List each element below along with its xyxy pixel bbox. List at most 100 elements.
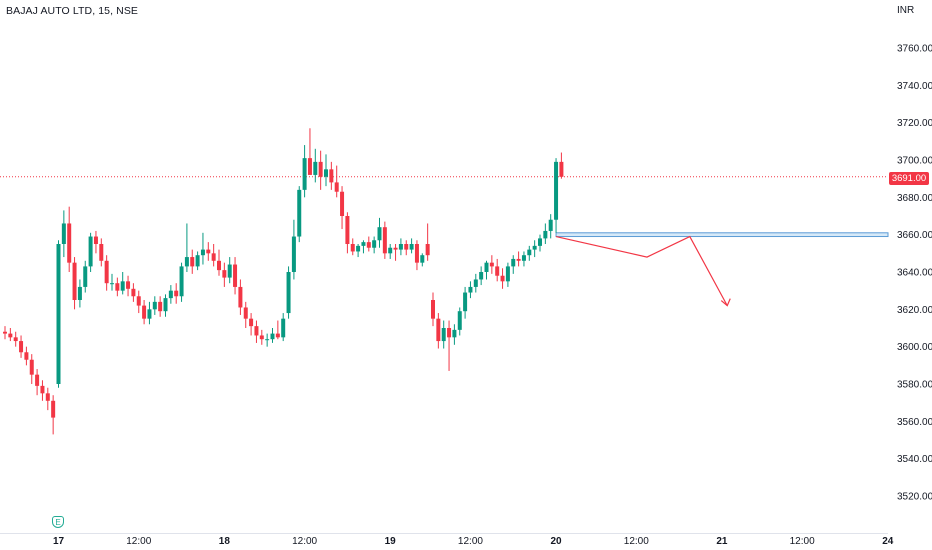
candle-body <box>29 359 34 375</box>
candle-body <box>356 245 361 252</box>
x-tick-label: 17 <box>53 536 65 547</box>
candle-body <box>40 385 45 394</box>
candle-body <box>83 266 88 287</box>
candle-body <box>548 219 553 231</box>
candle-body <box>104 260 109 284</box>
candle-body <box>195 255 200 267</box>
candle-body <box>56 244 61 384</box>
candle-body <box>211 253 216 261</box>
candle-body <box>158 301 163 312</box>
time-axis[interactable]: 17 12:00 18 12:00 19 12:00 20 12:00 21 12:00 24 <box>53 536 894 547</box>
candle-body <box>19 341 24 353</box>
candle-body <box>505 266 510 282</box>
candle-body <box>511 258 516 267</box>
candles <box>3 128 564 435</box>
candle-body <box>559 161 564 177</box>
candle-body <box>313 161 318 175</box>
candle-body <box>77 286 82 300</box>
candle-body <box>136 296 141 306</box>
y-tick-label: 3560.00 <box>897 417 932 428</box>
candle-body <box>457 311 462 330</box>
candle-body <box>110 283 114 285</box>
candle-body <box>543 230 548 239</box>
candle-body <box>61 223 66 244</box>
candle-body <box>249 318 254 327</box>
y-tick-label: 3760.00 <box>897 44 932 55</box>
candle-body <box>72 262 77 300</box>
candle-body <box>99 244 104 261</box>
candle-body <box>142 305 147 319</box>
candle-body <box>174 290 179 297</box>
candle-body <box>409 244 414 250</box>
candle-body <box>35 374 40 386</box>
candle-body <box>334 182 339 192</box>
candle-body <box>24 352 29 360</box>
candle-body <box>243 307 248 319</box>
candle-body <box>468 286 473 293</box>
x-tick-label: 18 <box>219 536 231 547</box>
candle-body <box>500 275 505 282</box>
y-tick-label: 3740.00 <box>897 81 932 92</box>
candle-body <box>302 158 307 190</box>
candle-body <box>93 236 98 244</box>
candle-body <box>340 191 345 216</box>
chart-title: BAJAJ AUTO LTD, 15, NSE <box>6 5 139 17</box>
candle-body <box>217 260 221 271</box>
candle-body <box>131 288 136 297</box>
x-tick-label: 12:00 <box>292 536 317 547</box>
candle-body <box>45 393 50 401</box>
candle-body <box>473 279 478 287</box>
candle-body <box>516 258 521 261</box>
candle-body <box>420 255 425 263</box>
candle-body <box>495 266 500 276</box>
candle-body <box>307 158 312 175</box>
y-tick-label: 3680.00 <box>897 193 932 204</box>
candle-body <box>259 335 264 340</box>
candle-body <box>521 255 526 261</box>
candle-body <box>227 264 232 278</box>
y-tick-label: 3640.00 <box>897 268 932 279</box>
candle-body <box>147 309 152 319</box>
candle-body <box>3 331 7 334</box>
candle-body <box>393 247 398 250</box>
projection-path <box>555 235 728 306</box>
x-tick-label: 21 <box>716 536 728 547</box>
candle-body <box>254 326 259 336</box>
candle-body <box>206 249 211 254</box>
candle-body <box>463 292 468 312</box>
candle-body <box>388 247 393 254</box>
candle-body <box>222 270 227 278</box>
candle-body <box>120 281 125 291</box>
supply-zone-rect <box>555 232 889 238</box>
candle-body <box>115 283 120 291</box>
x-tick-label: 12:00 <box>624 536 649 547</box>
candle-body <box>168 290 173 299</box>
x-tick-label: 19 <box>385 536 397 547</box>
x-tick-label: 20 <box>550 536 562 547</box>
candle-body <box>270 333 275 340</box>
candle-body <box>238 286 243 308</box>
candle-body <box>350 244 355 252</box>
candle-body <box>436 318 441 342</box>
y-tick-label: 3520.00 <box>897 492 932 503</box>
x-tick-label: 12:00 <box>126 536 151 547</box>
candle-body <box>13 337 18 342</box>
candle-body <box>414 244 419 263</box>
earnings-icon[interactable]: E <box>52 516 64 528</box>
candle-body <box>489 262 494 267</box>
y-tick-label: 3580.00 <box>897 380 932 391</box>
y-tick-label: 3620.00 <box>897 305 932 316</box>
candle-body <box>324 169 328 177</box>
price-axis[interactable]: 3520.00 3540.00 3560.00 3580.00 3600.00 3620.… <box>0 44 932 503</box>
candle-body <box>329 169 334 183</box>
candle-body <box>532 245 537 250</box>
candle-body <box>398 244 403 250</box>
candle-body <box>441 328 446 342</box>
arrow-head <box>720 298 731 307</box>
candle-body <box>275 333 280 338</box>
supply-zone <box>555 232 889 238</box>
candle-body <box>179 266 184 297</box>
candle-body <box>126 281 131 289</box>
candle-body <box>431 300 435 319</box>
